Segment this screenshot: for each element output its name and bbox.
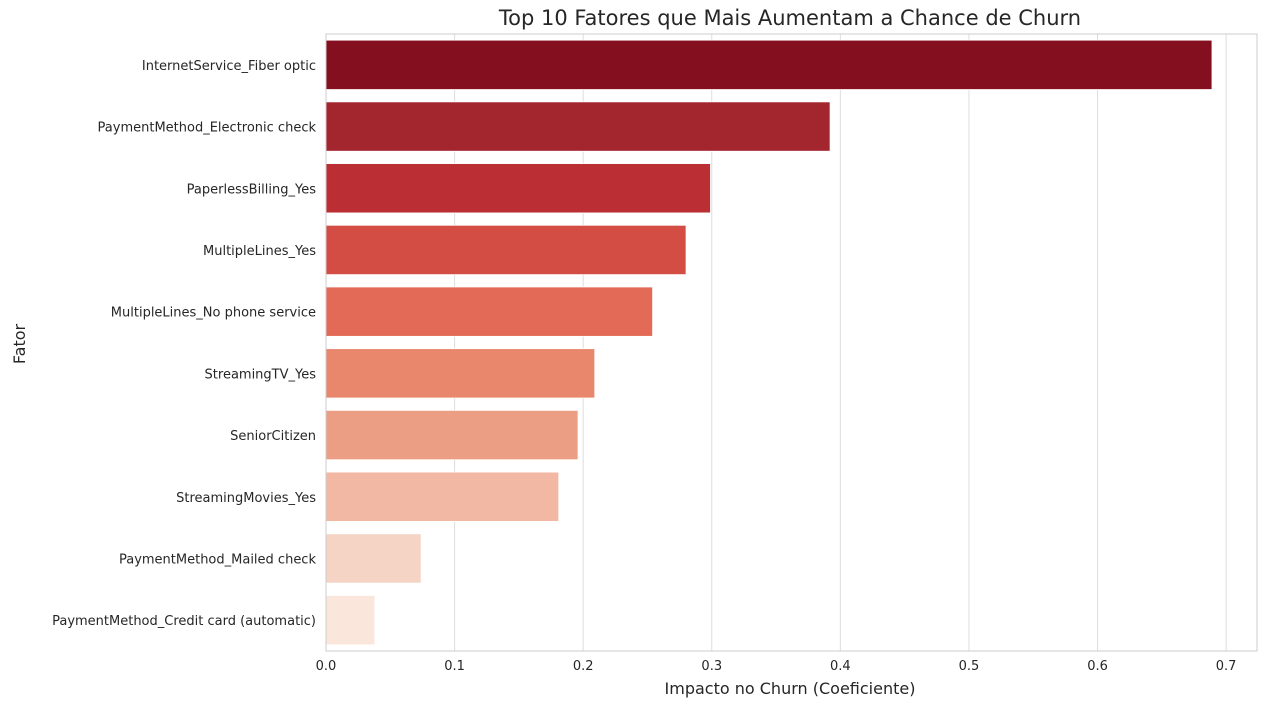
category-label: PaymentMethod_Mailed check	[119, 552, 316, 567]
bar-7	[325, 409, 579, 461]
bar-1	[325, 39, 1213, 90]
category-label: StreamingMovies_Yes	[176, 491, 316, 506]
category-label: PaymentMethod_Credit card (automatic)	[52, 614, 316, 629]
bar-2	[325, 101, 831, 152]
x-tick-label: 0.2	[573, 659, 594, 674]
x-tick-label: 0.6	[1087, 659, 1108, 674]
x-tick-label: 0.0	[316, 659, 337, 674]
bar-5	[325, 286, 654, 337]
category-label: MultipleLines_No phone service	[111, 306, 316, 321]
bar-8	[325, 471, 560, 522]
bar-3	[325, 163, 711, 214]
x-axis-label: Impacto no Churn (Coeficiente)	[665, 679, 916, 698]
category-label: SeniorCitizen	[230, 429, 316, 444]
plot-frame	[325, 33, 1258, 652]
bar-9	[325, 533, 422, 584]
category-label: InternetService_Fiber optic	[142, 59, 316, 74]
x-tick-label: 0.3	[701, 659, 722, 674]
category-label: MultipleLines_Yes	[203, 244, 316, 259]
x-tick-label: 0.7	[1216, 659, 1237, 674]
x-tick-label: 0.4	[830, 659, 851, 674]
x-tick-label: 0.1	[444, 659, 465, 674]
x-tick-labels: 0.0 0.1 0.2 0.3 0.4 0.5 0.6 0.7	[316, 659, 1237, 674]
bar-4	[325, 224, 687, 276]
bars	[325, 39, 1213, 646]
x-tick-label: 0.5	[959, 659, 980, 674]
category-label: PaperlessBilling_Yes	[187, 182, 317, 197]
bar-10	[325, 595, 376, 646]
y-tick-labels: InternetService_Fiber optic PaymentMethod…	[52, 59, 316, 629]
y-axis-label: Fator	[10, 323, 29, 364]
category-label: StreamingTV_Yes	[205, 367, 317, 382]
chart-title: Top 10 Fatores que Mais Aumentam a Chanc…	[498, 6, 1081, 30]
bar-6	[325, 348, 596, 399]
category-label: PaymentMethod_Electronic check	[98, 121, 317, 136]
